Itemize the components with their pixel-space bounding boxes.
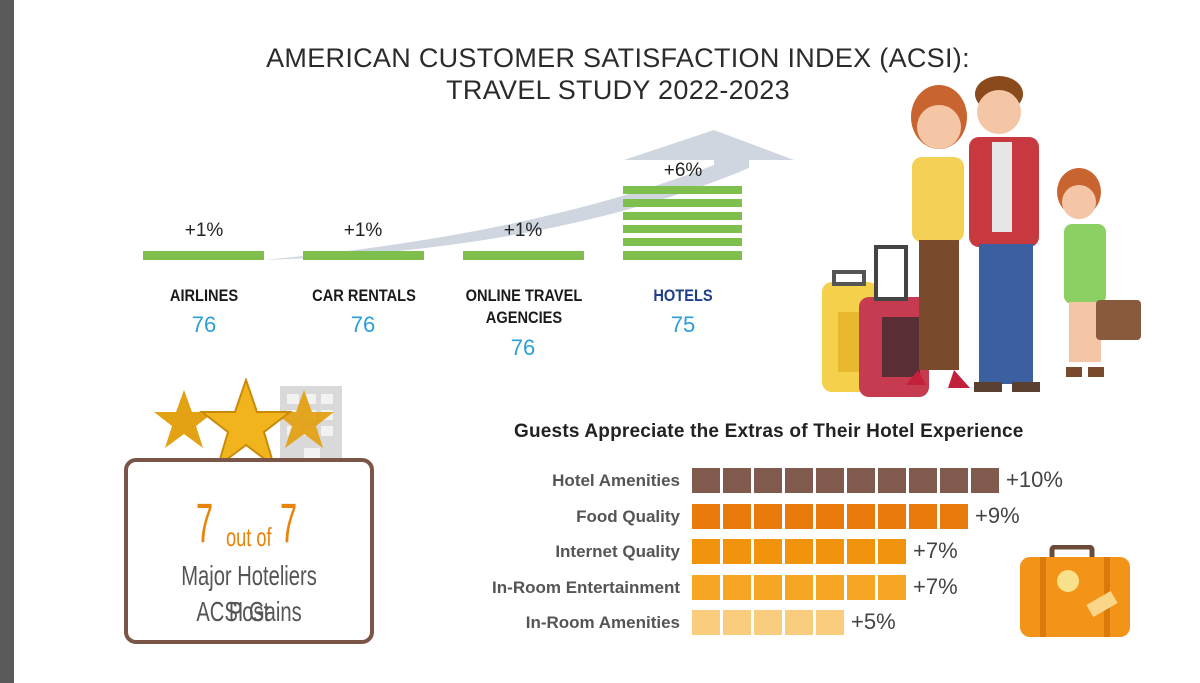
extras-bar-square: [692, 539, 720, 564]
extras-bar-square: [940, 503, 968, 529]
extras-value-label: +9%: [975, 502, 1020, 528]
extras-chart-title: Guests Appreciate the Extras of Their Ho…: [514, 421, 1024, 442]
extras-bar-square: [816, 574, 844, 600]
title-line-1: AMERICAN CUSTOMER SATISFACTION INDEX (AC…: [266, 43, 970, 73]
extras-bar-square: [692, 503, 720, 529]
car-rentals-label: CAR RENTALS: [312, 286, 416, 305]
ota-change: +1%: [503, 220, 543, 241]
hotels-label: HOTELS: [653, 286, 713, 305]
ota-label: ONLINE TRAVEL AGENCIES: [455, 285, 593, 329]
extras-bar-square: [754, 539, 782, 564]
car-rentals-bar: [303, 251, 424, 260]
car-rentals-change: +1%: [343, 220, 383, 241]
extras-bar-square: [847, 539, 875, 564]
extras-bar-square: [723, 574, 751, 600]
hotels-bar-segment: [623, 212, 742, 220]
extras-bar-square: [692, 574, 720, 600]
seven-number-right: 7: [280, 491, 298, 554]
extras-bar-square: [940, 468, 968, 493]
extras-bar-square: [692, 468, 720, 493]
extras-bar-square: [754, 468, 782, 493]
extras-value-label: +7%: [913, 538, 958, 563]
ota-score: 76: [510, 335, 536, 360]
hotels-bar-segment: [623, 186, 742, 194]
hotels-change: +6%: [663, 160, 703, 181]
extras-value-label: +10%: [1006, 467, 1063, 492]
extras-bar-square: [816, 503, 844, 529]
extras-bar-square: [723, 539, 751, 564]
extras-bar-square: [692, 610, 720, 635]
airlines-bar: [143, 251, 264, 260]
hoteliers-caption-line-2: ACSI Gains: [196, 596, 302, 627]
extras-value-label: +5%: [851, 609, 896, 634]
extras-bar-square: [878, 574, 906, 600]
ota-label-line-1: ONLINE TRAVEL: [465, 286, 583, 305]
extras-row-label: Hotel Amenities: [552, 471, 680, 490]
extras-bar-square: [847, 503, 875, 529]
extras-bar-square: [785, 539, 813, 564]
extras-bar-square: [816, 610, 844, 635]
extras-bar-square: [785, 574, 813, 600]
extras-bar-square: [816, 539, 844, 564]
extras-bar-square: [723, 610, 751, 635]
extras-row-label: In-Room Amenities: [525, 613, 680, 632]
extras-bar-square: [971, 468, 999, 493]
extras-bar-square: [816, 468, 844, 493]
extras-bar-square: [878, 539, 906, 564]
airlines-change: +1%: [184, 220, 224, 241]
suitcase-icon: [1020, 545, 1130, 637]
hotels-score: 75: [670, 312, 696, 337]
family-travelers-illustration: [822, 76, 1141, 397]
extras-row-label: In-Room Entertainment: [492, 577, 680, 597]
extras-row-label: Internet Quality: [555, 542, 680, 561]
extras-bar-square: [785, 610, 813, 635]
extras-bar-square: [785, 503, 813, 529]
extras-bar-square: [754, 503, 782, 529]
extras-bar-square: [847, 574, 875, 600]
ota-label-line-2: AGENCIES: [485, 308, 563, 327]
extras-value-label: +7%: [913, 573, 958, 599]
extras-bar-square: [723, 503, 751, 529]
page-title: AMERICAN CUSTOMER SATISFACTION INDEX (AC…: [14, 42, 1200, 106]
seven-number-left: 7: [196, 491, 214, 554]
extras-bar-square: [909, 468, 937, 493]
extras-bar-square: [909, 503, 937, 529]
hotels-bar-segment: [623, 225, 742, 233]
car-rentals-score: 76: [350, 312, 376, 337]
hotels-bar-segment: [623, 238, 742, 246]
extras-bar-square: [878, 468, 906, 493]
extras-bar-square: [785, 468, 813, 493]
airlines-label: AIRLINES: [169, 286, 239, 305]
ota-bar: [463, 251, 584, 260]
extras-bar-square: [723, 468, 751, 493]
airlines-score: 76: [191, 312, 217, 337]
extras-bar-square: [754, 610, 782, 635]
extras-row-label: Food Quality: [576, 506, 680, 526]
hotels-bar-segment: [623, 199, 742, 207]
extras-bar-square: [878, 503, 906, 529]
infographic-page: AMERICAN CUSTOMER SATISFACTION INDEX (AC…: [14, 0, 1200, 683]
extras-bar-square: [754, 574, 782, 600]
hotels-bar-segment: [623, 251, 742, 260]
growth-arrow-icon: [264, 130, 794, 260]
extras-bar-square: [847, 468, 875, 493]
hoteliers-caption-line-1: Major Hoteliers Post: [181, 560, 317, 627]
title-line-2: TRAVEL STUDY 2022-2023: [446, 75, 790, 105]
out-of-text: out of: [226, 522, 272, 552]
hoteliers-gains-card: 7 out of 7 Major Hoteliers Post ACSI Gai…: [124, 458, 374, 644]
